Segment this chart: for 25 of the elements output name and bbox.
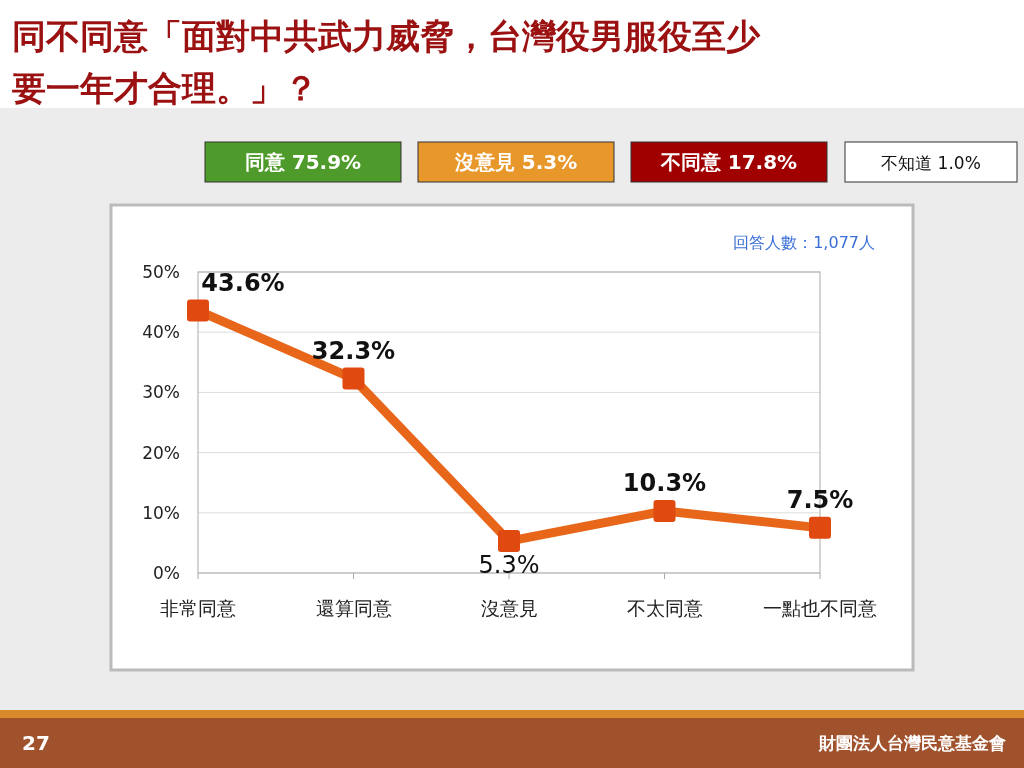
- data-label: 7.5%: [786, 485, 854, 514]
- data-label: 5.3%: [478, 551, 540, 580]
- y-tick-label: 0%: [153, 563, 180, 583]
- chart-title: 同不同意「面對中共武力威脅，台灣役男服役至少要一年才合理。」？: [12, 16, 761, 108]
- x-tick-label: 不太同意: [626, 597, 703, 619]
- x-tick-label: 沒意見: [480, 597, 538, 619]
- point: [498, 530, 520, 553]
- y-tick-label: 20%: [142, 442, 180, 463]
- data-label: 43.6%: [201, 268, 285, 297]
- x-tick-label: 還算同意: [315, 597, 392, 619]
- text: 回答人數：1,077人: [733, 233, 875, 252]
- point: [342, 367, 365, 390]
- x-tick-label: 非常同意: [160, 597, 236, 619]
- point: [187, 299, 209, 322]
- point: [809, 516, 831, 539]
- text: 財團法人台灣民意基金會: [818, 733, 1006, 753]
- y-tick-label: 40%: [142, 322, 180, 343]
- x-tick-label: 一點也不同意: [763, 597, 877, 619]
- y-tick-label: 50%: [142, 262, 180, 282]
- data-label: 32.3%: [311, 336, 396, 365]
- data-label: 10.3%: [622, 468, 707, 497]
- point: [653, 499, 676, 522]
- y-tick-label: 10%: [142, 502, 180, 523]
- y-tick-label: 30%: [142, 382, 180, 403]
- text: 27: [22, 731, 50, 755]
